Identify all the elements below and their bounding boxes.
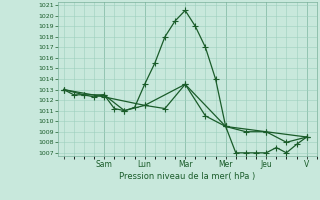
X-axis label: Pression niveau de la mer( hPa ): Pression niveau de la mer( hPa ) [119,172,255,181]
